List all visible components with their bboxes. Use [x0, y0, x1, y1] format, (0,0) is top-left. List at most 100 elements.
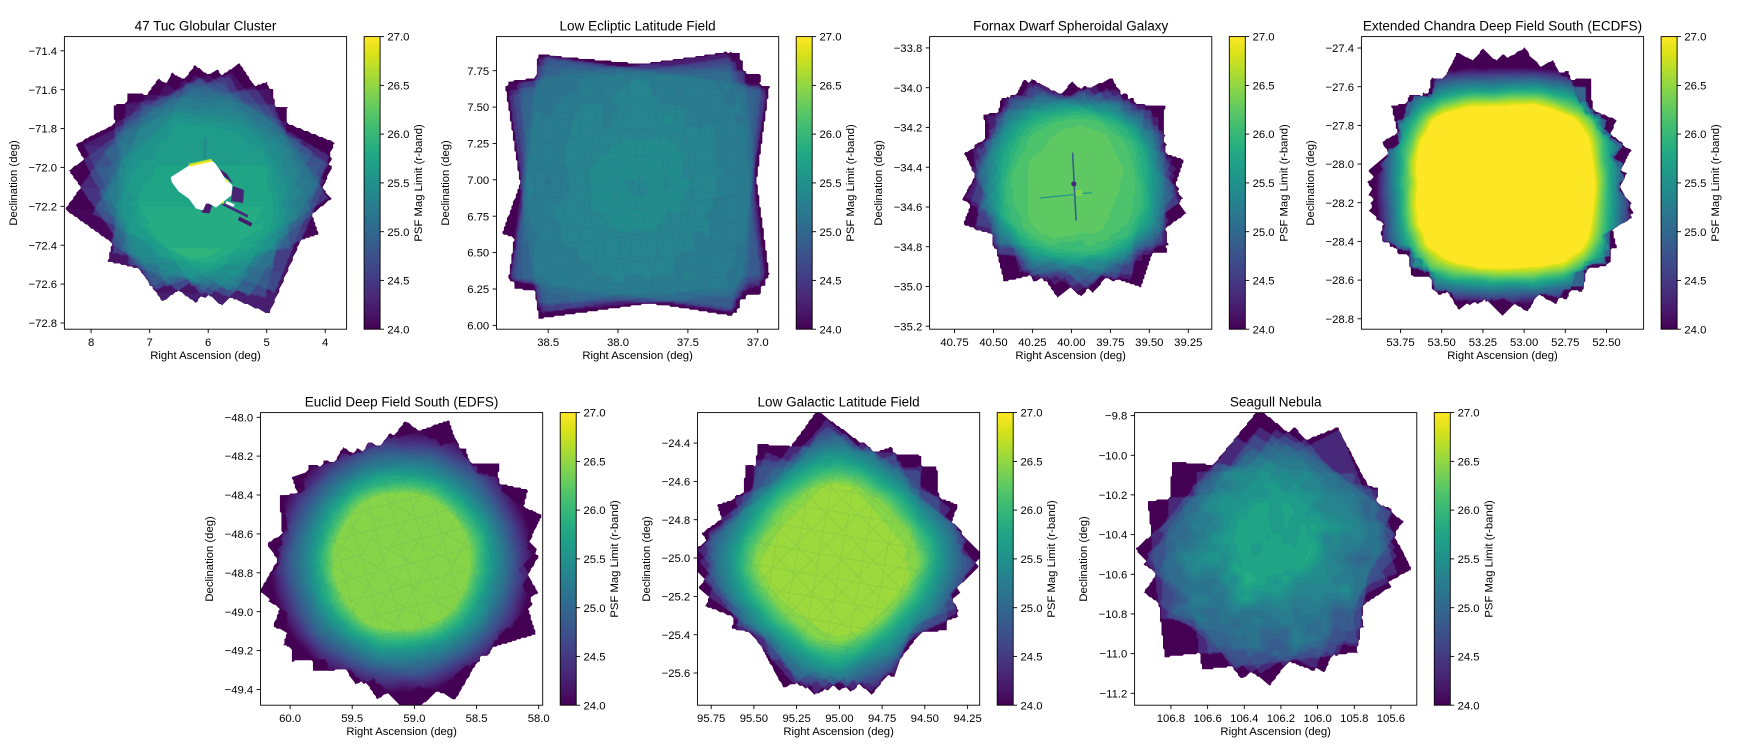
svg-text:−71.6: −71.6 — [29, 85, 58, 97]
svg-text:52.50: 52.50 — [1592, 337, 1620, 349]
svg-text:53.00: 53.00 — [1510, 337, 1538, 349]
svg-text:60.0: 60.0 — [279, 713, 301, 725]
svg-text:−34.8: −34.8 — [894, 242, 923, 254]
svg-text:Right Ascension (deg): Right Ascension (deg) — [1447, 350, 1558, 362]
svg-text:−28.4: −28.4 — [1326, 237, 1355, 249]
svg-text:58.0: 58.0 — [528, 713, 550, 725]
svg-text:26.0: 26.0 — [1253, 129, 1275, 141]
svg-text:Right Ascension (deg): Right Ascension (deg) — [1015, 350, 1126, 362]
svg-text:26.0: 26.0 — [1684, 129, 1706, 141]
svg-text:26.5: 26.5 — [387, 81, 409, 93]
svg-text:53.50: 53.50 — [1428, 337, 1456, 349]
svg-text:−72.2: −72.2 — [29, 201, 58, 213]
svg-text:7.75: 7.75 — [467, 66, 489, 78]
svg-text:−71.8: −71.8 — [29, 124, 58, 136]
svg-text:25.5: 25.5 — [1684, 178, 1706, 190]
svg-text:−49.2: −49.2 — [225, 646, 254, 658]
svg-text:PSF Mag Limit (r-band): PSF Mag Limit (r-band) — [609, 500, 621, 618]
svg-text:8: 8 — [88, 337, 94, 349]
svg-text:Low Galactic Latitude Field: Low Galactic Latitude Field — [758, 394, 920, 409]
svg-text:−11.0: −11.0 — [1100, 649, 1128, 661]
svg-text:−72.8: −72.8 — [29, 318, 58, 330]
svg-text:95.50: 95.50 — [740, 713, 768, 725]
svg-text:−27.4: −27.4 — [1326, 43, 1355, 55]
svg-text:7.00: 7.00 — [467, 175, 489, 187]
svg-text:7.50: 7.50 — [467, 102, 489, 114]
svg-text:Right Ascension (deg): Right Ascension (deg) — [1220, 726, 1331, 738]
svg-text:−27.8: −27.8 — [1326, 121, 1355, 133]
svg-text:27.0: 27.0 — [820, 32, 842, 44]
svg-text:Declination (deg): Declination (deg) — [873, 140, 885, 226]
svg-text:Declination (deg): Declination (deg) — [440, 140, 452, 226]
svg-text:26.5: 26.5 — [1684, 81, 1706, 93]
svg-text:105.8: 105.8 — [1340, 713, 1368, 725]
svg-text:58.5: 58.5 — [466, 713, 488, 725]
svg-text:−25.4: −25.4 — [662, 630, 691, 642]
svg-text:PSF Mag Limit (r-band): PSF Mag Limit (r-band) — [1710, 124, 1722, 242]
svg-text:106.2: 106.2 — [1267, 713, 1295, 725]
svg-text:53.25: 53.25 — [1469, 337, 1497, 349]
svg-text:Declination (deg): Declination (deg) — [8, 140, 20, 226]
svg-text:PSF Mag Limit (r-band): PSF Mag Limit (r-band) — [845, 124, 857, 242]
svg-text:25.5: 25.5 — [1021, 554, 1043, 566]
svg-text:PSF Mag Limit (r-band): PSF Mag Limit (r-band) — [413, 124, 425, 242]
svg-text:106.0: 106.0 — [1303, 713, 1331, 725]
svg-text:−72.0: −72.0 — [29, 163, 58, 175]
svg-text:24.5: 24.5 — [820, 276, 842, 288]
svg-text:25.5: 25.5 — [584, 554, 606, 566]
svg-text:PSF Mag Limit (r-band): PSF Mag Limit (r-band) — [1483, 500, 1495, 618]
svg-text:Fornax Dwarf Spheroidal Galaxy: Fornax Dwarf Spheroidal Galaxy — [973, 18, 1168, 33]
svg-text:−34.4: −34.4 — [894, 162, 923, 174]
svg-text:24.5: 24.5 — [387, 276, 409, 288]
svg-text:−9.8: −9.8 — [1105, 411, 1127, 423]
svg-text:40.50: 40.50 — [979, 337, 1007, 349]
svg-text:94.50: 94.50 — [911, 713, 939, 725]
svg-text:26.5: 26.5 — [1458, 457, 1480, 469]
svg-text:−28.6: −28.6 — [1326, 275, 1355, 287]
svg-text:−49.0: −49.0 — [225, 607, 254, 619]
svg-text:−72.4: −72.4 — [29, 240, 58, 252]
svg-text:25.5: 25.5 — [1458, 554, 1480, 566]
svg-text:−48.0: −48.0 — [225, 412, 254, 424]
svg-text:Euclid Deep Field South (EDFS): Euclid Deep Field South (EDFS) — [305, 394, 499, 409]
svg-text:27.0: 27.0 — [1253, 32, 1275, 44]
svg-text:95.00: 95.00 — [825, 713, 853, 725]
svg-text:−28.8: −28.8 — [1326, 314, 1355, 326]
svg-text:25.0: 25.0 — [820, 227, 842, 239]
svg-text:26.5: 26.5 — [820, 81, 842, 93]
svg-text:Right Ascension (deg): Right Ascension (deg) — [783, 726, 894, 738]
svg-text:40.25: 40.25 — [1018, 337, 1046, 349]
svg-text:6.50: 6.50 — [467, 248, 489, 260]
svg-text:27.0: 27.0 — [1021, 408, 1043, 420]
svg-text:26.0: 26.0 — [584, 505, 606, 517]
svg-text:−28.0: −28.0 — [1326, 159, 1355, 171]
svg-text:59.0: 59.0 — [403, 713, 425, 725]
svg-text:−71.4: −71.4 — [29, 46, 58, 58]
svg-text:25.5: 25.5 — [820, 178, 842, 190]
svg-text:25.5: 25.5 — [387, 178, 409, 190]
svg-text:24.0: 24.0 — [1253, 324, 1275, 336]
svg-text:−10.0: −10.0 — [1099, 450, 1128, 462]
svg-text:95.75: 95.75 — [697, 713, 725, 725]
svg-text:−48.4: −48.4 — [225, 490, 254, 502]
svg-text:24.0: 24.0 — [584, 700, 606, 712]
svg-text:−28.2: −28.2 — [1326, 198, 1355, 210]
svg-text:6: 6 — [205, 337, 211, 349]
svg-text:106.8: 106.8 — [1157, 713, 1185, 725]
svg-text:−72.6: −72.6 — [29, 279, 58, 291]
svg-text:47 Tuc Globular Cluster: 47 Tuc Globular Cluster — [135, 18, 277, 33]
svg-text:24.5: 24.5 — [1684, 276, 1706, 288]
svg-text:−35.2: −35.2 — [894, 321, 923, 333]
svg-text:26.5: 26.5 — [1021, 457, 1043, 469]
svg-text:24.5: 24.5 — [1253, 276, 1275, 288]
svg-text:59.5: 59.5 — [341, 713, 363, 725]
svg-text:105.6: 105.6 — [1377, 713, 1405, 725]
svg-text:106.4: 106.4 — [1230, 713, 1258, 725]
svg-text:Low Ecliptic Latitude Field: Low Ecliptic Latitude Field — [560, 18, 716, 33]
svg-text:94.25: 94.25 — [953, 713, 981, 725]
svg-text:39.25: 39.25 — [1174, 337, 1202, 349]
svg-text:24.5: 24.5 — [584, 652, 606, 664]
svg-text:25.5: 25.5 — [1253, 178, 1275, 190]
svg-text:−48.2: −48.2 — [225, 451, 254, 463]
svg-text:95.25: 95.25 — [782, 713, 810, 725]
